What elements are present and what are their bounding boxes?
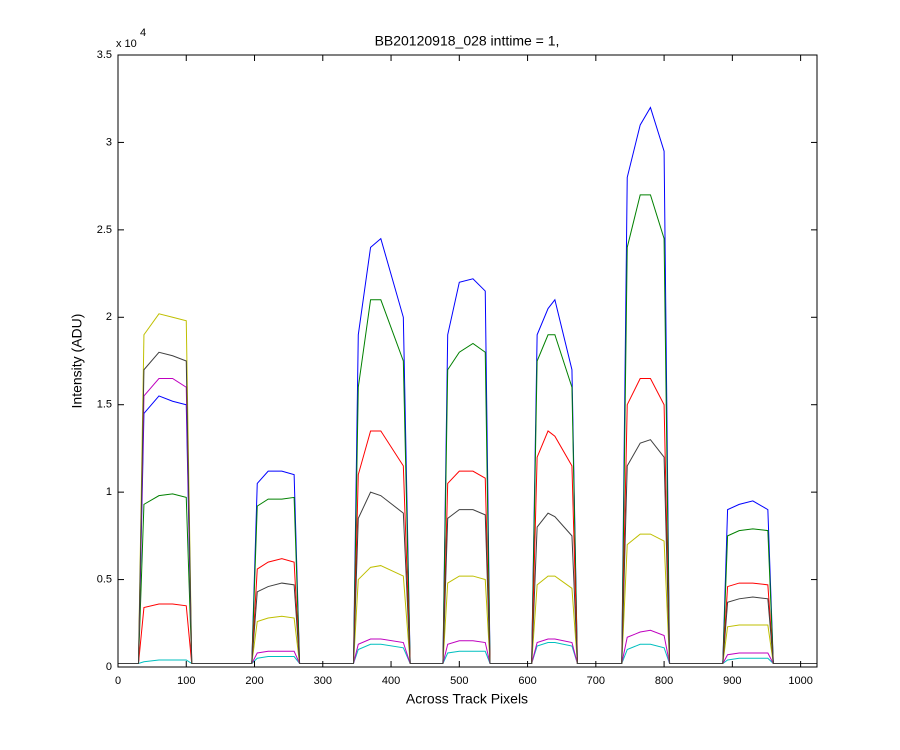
x-axis-label: Across Track Pixels: [406, 691, 528, 707]
y-tick-label: 0: [106, 661, 112, 673]
y-multiplier: x 10: [116, 38, 137, 50]
y-tick-label: 3: [106, 136, 112, 148]
x-tick-label: 800: [655, 675, 673, 687]
data-line: [118, 351, 817, 664]
x-tick-label: 400: [382, 675, 400, 687]
x-tick-label: 900: [723, 675, 741, 687]
y-axis-label: Intensity (ADU): [69, 314, 85, 409]
x-tick-label: 700: [587, 675, 605, 687]
y-multiplier-exponent: 4: [140, 27, 146, 39]
y-tick-label: 3.5: [97, 49, 112, 61]
x-tick-label: 1000: [788, 675, 812, 687]
data-line: [118, 377, 817, 664]
plot-frame: [117, 54, 818, 668]
x-tick-label: 200: [245, 675, 263, 687]
chart-title: BB20120918_028 inttime = 1,: [375, 33, 560, 49]
y-tick-label: 2: [106, 311, 112, 323]
y-tick-label: 1: [106, 486, 112, 498]
y-tick-label: 0.5: [97, 573, 112, 585]
data-line: [118, 194, 817, 664]
x-tick-label: 300: [314, 675, 332, 687]
x-tick-label: 100: [177, 675, 195, 687]
x-tick-label: 0: [115, 675, 121, 687]
y-tick-label: 1.5: [97, 399, 112, 411]
x-tick-label: 500: [450, 675, 468, 687]
y-tick-label: 2.5: [97, 224, 112, 236]
x-tick-label: 600: [518, 675, 536, 687]
